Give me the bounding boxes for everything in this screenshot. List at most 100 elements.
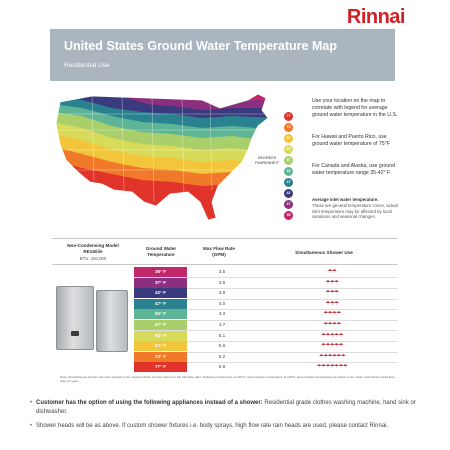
page-subtitle: Residential Use [64, 62, 110, 69]
bullet-appliances-bold: Customer has the option of using the fol… [36, 400, 263, 406]
shower-icons-cell: ☂☂☂☂☂ [292, 331, 372, 341]
shower-head-icon: ☂ [334, 332, 339, 339]
col-header-temperature: Ground Water Temperature [145, 246, 177, 257]
row-divider [134, 362, 398, 363]
brand-logo: Rinnai [346, 6, 406, 28]
gpm-cell: 6.2 [218, 353, 226, 359]
table-footnote: Note: Simultaneous shower use was rounde… [60, 375, 395, 384]
info-average-note: Average inlet water temperature. These a… [312, 197, 402, 220]
shower-head-icon: ☂ [321, 364, 326, 371]
shower-head-icon: ☂ [329, 290, 335, 297]
info-location: Use your location on the map to correlat… [312, 98, 398, 119]
shower-head-icon: ☂ [325, 290, 330, 297]
table-row: 67° F 5.6 ☂☂☂☂☂ [134, 341, 379, 352]
shower-icons-cell: ☂☂☂☂ [292, 320, 372, 330]
shower-head-icon: ☂ [325, 343, 330, 350]
model-btu: BTU: 160,000 [79, 256, 107, 261]
row-divider [134, 287, 398, 289]
row-divider [134, 330, 398, 332]
shower-icons-cell: ☂☂☂ [292, 288, 372, 298]
bullet-appliances: • Customer has the option of using the f… [30, 399, 416, 418]
shower-icons-cell: ☂☂☂☂☂☂☂ [292, 362, 372, 372]
shower-head-icon: ☂ [334, 343, 339, 350]
temperature-cell: 42° F [134, 288, 187, 299]
row-divider [134, 298, 398, 300]
temperature-cell: 57° F [134, 320, 187, 330]
temperature-cell: 47° F [134, 298, 187, 309]
row-divider [134, 309, 398, 310]
table-row: 72° F 6.2 ☂☂☂☂☂☂ [134, 351, 379, 362]
shower-head-icon: ☂ [323, 322, 328, 328]
shower-head-icon: ☂ [323, 311, 328, 318]
shower-head-icon: ☂ [321, 343, 326, 350]
shower-head-icon: ☂ [334, 279, 339, 286]
shower-head-icon: ☂ [325, 279, 330, 286]
shower-icons-cell: ☂☂☂☂ [292, 309, 372, 319]
shower-head-icon: ☂ [338, 343, 344, 350]
table-row: 52° F 4.3 ☂☂☂☂ [134, 309, 379, 320]
shower-head-icon: ☂ [321, 332, 326, 339]
shower-icons-cell: ☂☂☂☂☂ [292, 341, 372, 351]
shower-head-icon: ☂ [336, 322, 341, 328]
table-row: 57° F 4.7 ☂☂☂☂ [134, 320, 379, 330]
legend-dot-57: 57 [284, 156, 293, 165]
table-header-rule [52, 264, 398, 265]
gpm-cell: 5.6 [218, 343, 226, 349]
shower-head-icon: ☂ [334, 290, 339, 297]
table-row: 37° F 3.6 ☂☂☂ [134, 277, 379, 288]
temperature-cell: 77° F [134, 362, 187, 373]
shower-head-icon: ☂ [340, 353, 346, 360]
shower-head-icon: ☂ [329, 364, 335, 371]
model-header: Non-Condensing Model RE160i/e [67, 243, 119, 254]
shower-head-icon: ☂ [318, 353, 324, 360]
gpm-cell: 4.3 [218, 311, 226, 317]
shower-head-icon: ☂ [332, 311, 337, 318]
table-row: 42° F 3.8 ☂☂☂ [134, 288, 379, 299]
bullet-dot: • [30, 400, 33, 406]
gpm-cell: 5.1 [218, 332, 226, 338]
legend-dot-37: 37 [284, 200, 293, 209]
shower-head-icon: ☂ [316, 364, 322, 371]
shower-icons-cell: ☂☂☂ [292, 299, 372, 309]
row-divider [134, 319, 398, 321]
shower-head-icon: ☂ [327, 353, 333, 360]
gpm-cell: 4.0 [218, 300, 226, 306]
shower-head-icon: ☂ [334, 364, 339, 371]
shower-head-icon: ☂ [329, 343, 335, 350]
legend-dot-52: 52 [284, 167, 293, 176]
shower-head-icon: ☂ [332, 353, 337, 360]
col-header-gpm: Max Flow Rate (GPM) [203, 246, 235, 257]
gpm-cell: 3.5 [218, 269, 226, 274]
temperature-cell: 67° F [134, 341, 187, 352]
row-divider [134, 351, 398, 353]
shower-head-icon: ☂ [332, 269, 337, 275]
shower-head-icon: ☂ [327, 311, 333, 318]
table-row: 35° F 3.5 ☂☂ [134, 267, 379, 277]
info-average-text: These are general temperature zones, act… [312, 202, 398, 220]
info-hawaii: For Hawaii and Puerto Rico, use ground w… [312, 134, 390, 148]
shower-head-icon: ☂ [334, 300, 339, 307]
gpm-cell: 3.6 [218, 279, 226, 285]
temperature-cell: 37° F [134, 277, 187, 288]
info-average-title: Average inlet water temperature. [312, 197, 379, 202]
table-row: 62° F 5.1 ☂☂☂☂☂ [134, 330, 379, 341]
legend-dot-67: 67 [284, 134, 293, 143]
legend-dot-72: 72 [284, 123, 293, 132]
shower-head-icon: ☂ [342, 364, 348, 371]
title-banner: United States Ground Water Temperature M… [50, 29, 395, 81]
shower-head-icon: ☂ [329, 332, 335, 339]
bullet-shower-heads: • Shower heads will be as above. If cust… [30, 422, 416, 431]
table-row: 47° F 4.0 ☂☂☂ [134, 298, 379, 309]
shower-head-icon: ☂ [336, 353, 341, 360]
shower-head-icon: ☂ [325, 300, 330, 307]
us-ground-water-map [55, 93, 269, 221]
row-divider [134, 277, 398, 279]
legend-degrees-label: DEGREES FAHRENHEIT [254, 156, 280, 165]
water-heater-front-image [56, 286, 94, 350]
shower-head-icon: ☂ [327, 322, 333, 328]
info-canada: For Canada and Alaska, use ground water … [312, 163, 396, 177]
page-title: United States Ground Water Temperature M… [64, 39, 337, 53]
water-heater-side-image [96, 290, 128, 352]
gpm-cell: 4.7 [218, 322, 226, 327]
bullet-shower-heads-text: Shower heads will be as above. If custom… [36, 423, 389, 429]
